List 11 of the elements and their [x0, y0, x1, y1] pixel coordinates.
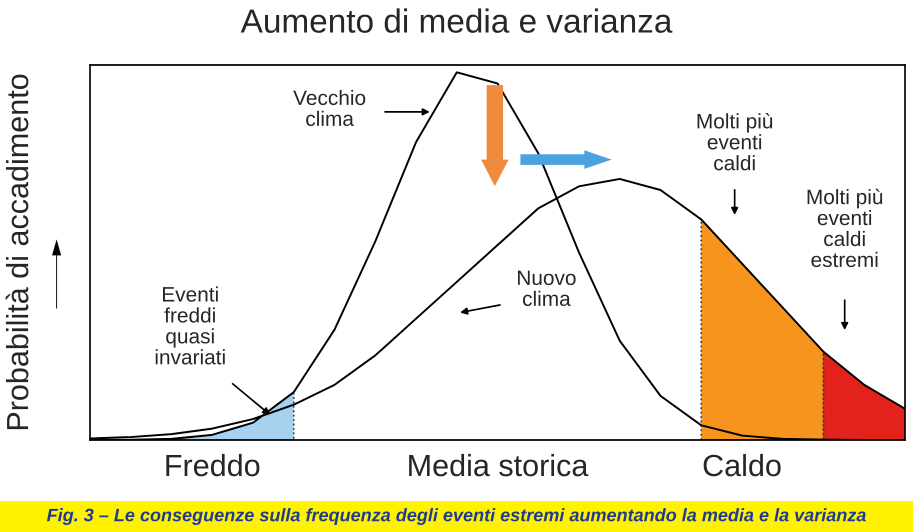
x-tick-label: Caldo [704, 454, 781, 476]
annotation: Vecchio clima [293, 90, 366, 126]
annotation: Molti più eventi caldi [698, 112, 772, 170]
annotation: Eventi freddi quasi invariati [156, 286, 225, 364]
x-tick-label: Media storica [409, 454, 588, 476]
x-tick-label: Freddo [166, 454, 260, 476]
caption: Fig. 3 – Le conseguenze sulla frequenza degli eventi estremi aumentando la media e la varianza [46, 508, 866, 525]
annotation: Nuovo clima [518, 270, 576, 306]
chart-title: Aumento di media e varianza [240, 8, 672, 33]
annotation: Molti più eventi caldi estremi [808, 188, 882, 268]
y-axis-title: Probabilità di accadimento [6, 74, 28, 430]
